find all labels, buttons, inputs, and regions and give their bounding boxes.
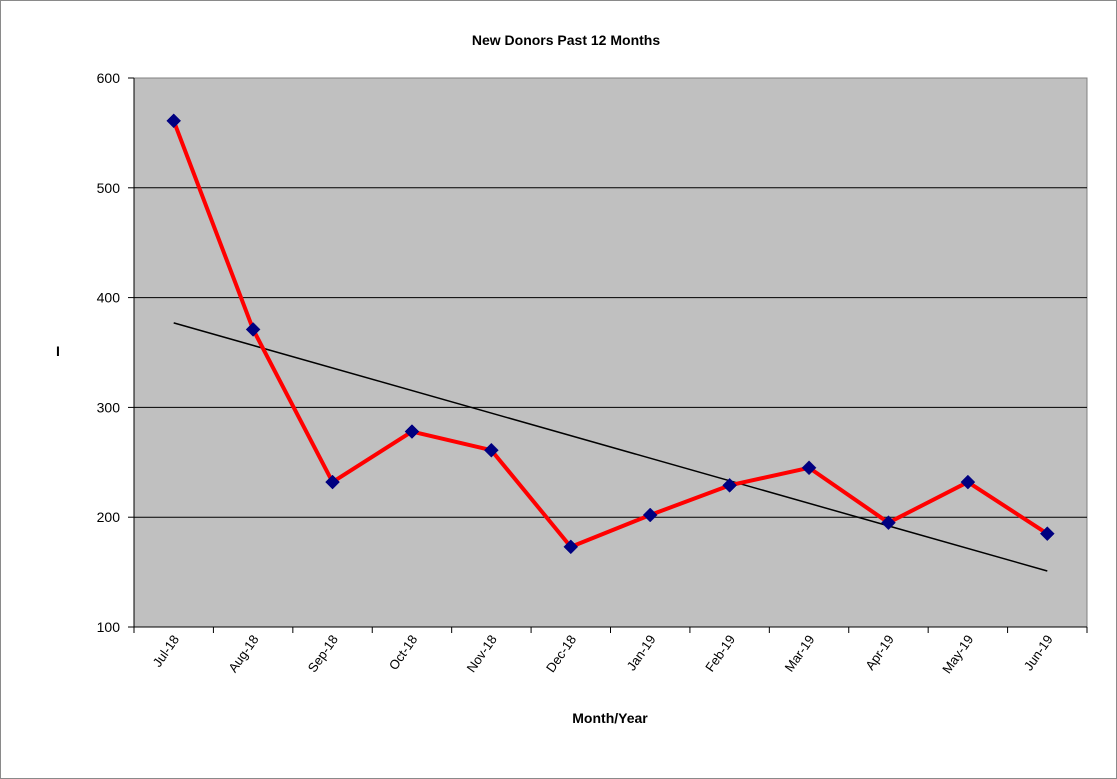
data-point (722, 478, 737, 493)
y-tick-label: 200 (97, 509, 121, 525)
data-point (563, 539, 579, 555)
y-tick-label: 600 (97, 70, 121, 86)
y-tick-label: 500 (97, 180, 121, 196)
trendline (173, 322, 1048, 572)
data-point (325, 474, 340, 490)
chart-title: New Donors Past 12 Months (472, 32, 660, 48)
x-tick-label: Oct-18 (386, 632, 421, 673)
x-tick-label: Jan-19 (624, 632, 659, 673)
x-tick-label: Apr-19 (862, 632, 897, 673)
x-tick-label: Nov-18 (463, 632, 499, 675)
data-point (642, 507, 658, 523)
data-point (881, 515, 896, 531)
y-axis-label: I (56, 343, 60, 359)
x-tick-label: Jul-18 (150, 632, 183, 670)
data-point (245, 322, 261, 337)
data-point (1039, 526, 1055, 542)
x-tick-label: Aug-18 (225, 632, 261, 675)
y-tick-label: 300 (97, 399, 121, 415)
data-point (404, 424, 420, 439)
y-axis: 100 200 300 400 500 600 (97, 70, 135, 635)
x-tick-label: Dec-18 (543, 632, 579, 675)
x-tick-label: Mar-19 (782, 632, 818, 674)
x-axis: Jul-18 Aug-18 Sep-18 Oct-18 Nov-18 Dec-18 Jan-… (133, 626, 1088, 676)
series-layer (166, 113, 1055, 555)
x-tick-label: Jun-19 (1021, 632, 1056, 673)
data-point (166, 113, 182, 129)
x-tick-label: Sep-18 (305, 632, 341, 675)
plot-area (133, 77, 1088, 628)
data-point (484, 442, 499, 458)
series-line (171, 120, 1049, 549)
data-point (801, 460, 817, 476)
x-tick-label: Feb-19 (702, 632, 738, 674)
data-point (960, 474, 976, 490)
x-axis-label: Month/Year (572, 710, 648, 726)
trendline-layer (173, 322, 1048, 572)
y-tick-label: 100 (97, 619, 121, 635)
y-tick-label: 400 (97, 290, 121, 306)
x-tick-label: May-19 (939, 632, 976, 676)
